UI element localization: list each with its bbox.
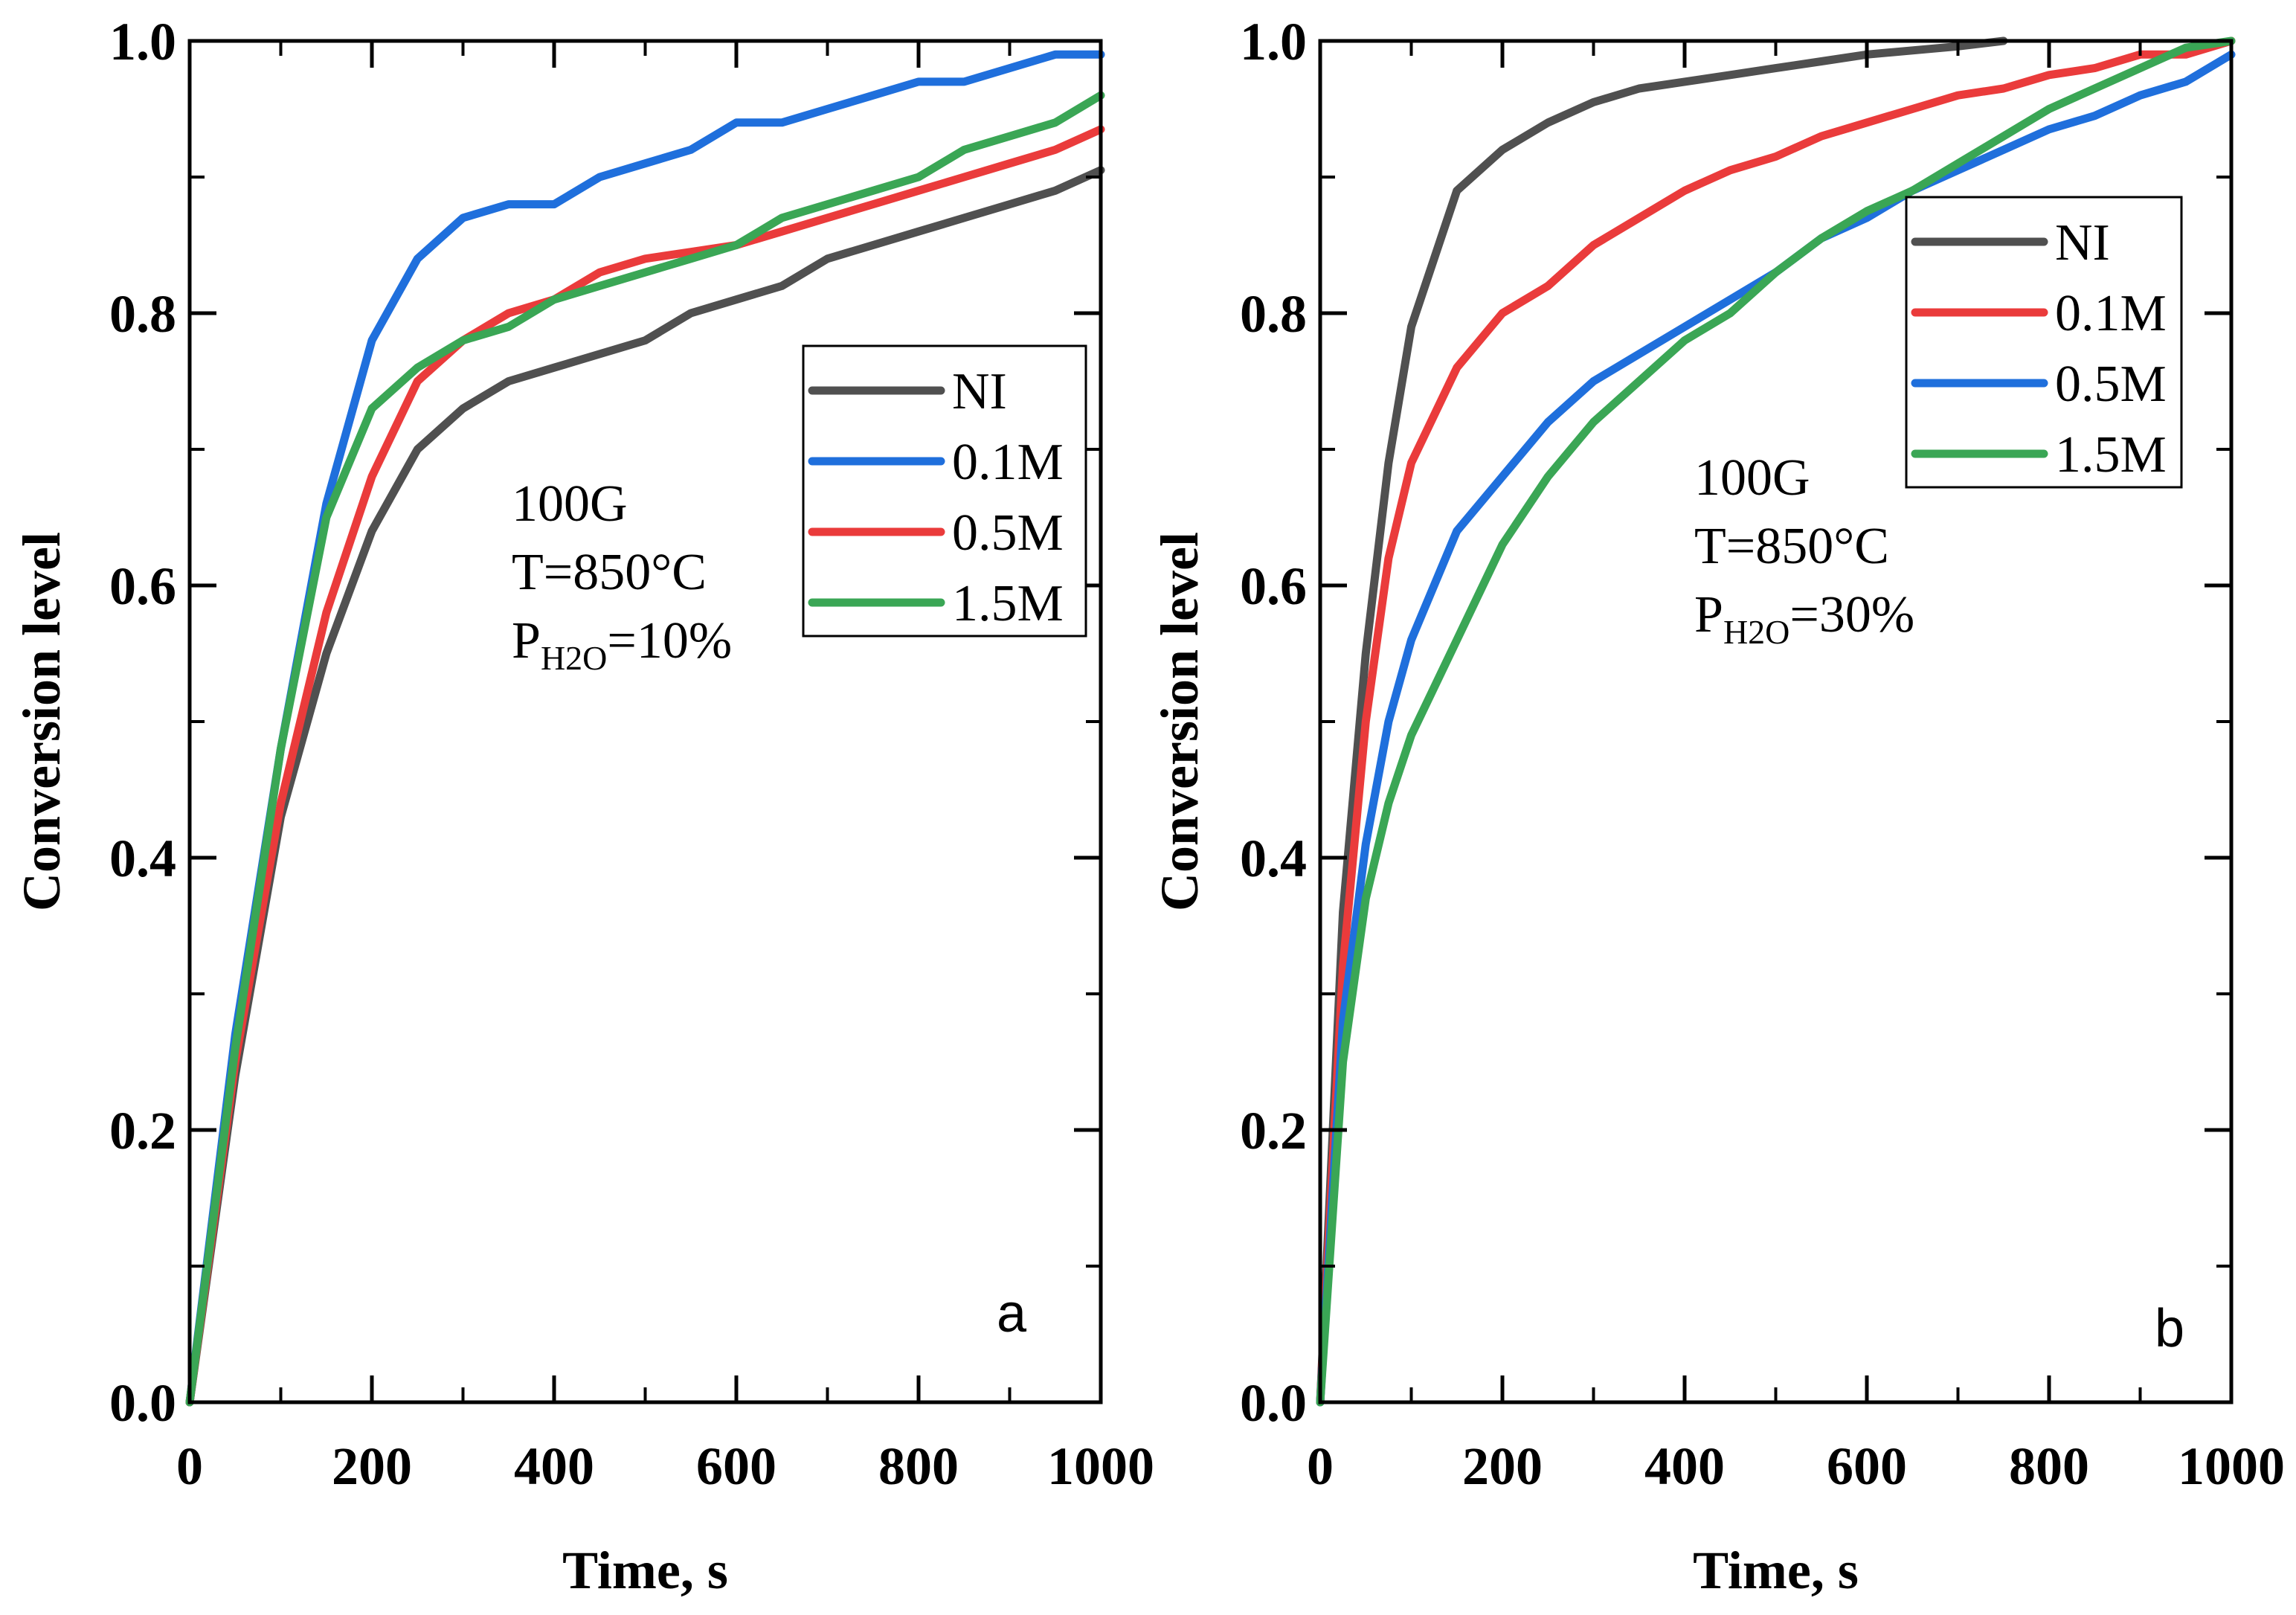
legend-label: 0.5M (952, 504, 1064, 562)
panel-letter: a (997, 1284, 1027, 1343)
y-tick-label: 0.0 (1240, 1373, 1307, 1433)
x-tick-label: 800 (2009, 1436, 2089, 1496)
annotation-temperature: T=850°C (1694, 518, 1889, 575)
y-tick-label: 0.6 (109, 556, 176, 616)
legend: NI 0.1M 0.5M 1.5M (1905, 196, 2183, 489)
y-axis: 0.0 0.2 0.4 0.6 0.8 1.0 (1240, 12, 2231, 1433)
x-tick-label: 200 (1462, 1436, 1543, 1496)
legend: NI 0.1M 0.5M 1.5M (802, 344, 1087, 638)
annotation-pressure-subscript: H2O (541, 639, 607, 677)
x-tick-label: 200 (332, 1436, 412, 1496)
annotation-sample: 100G (512, 475, 628, 533)
legend-item: 0.1M (808, 434, 1064, 491)
y-tick-label: 0.2 (109, 1101, 176, 1160)
series-line-01m (185, 50, 1105, 1407)
x-tick-label: 1000 (1047, 1436, 1154, 1496)
y-tick-label: 1.0 (1240, 12, 1307, 71)
legend-item: 0.5M (1911, 356, 2167, 413)
series-line-15m (1316, 36, 2236, 1407)
y-tick-label: 0.2 (1240, 1101, 1307, 1160)
annotation: 100G T=850°C PH2O=10% (512, 475, 732, 677)
legend-item: NI (1911, 214, 2110, 272)
series-line-ni (185, 166, 1105, 1407)
x-axis-title: Time, s (1693, 1541, 1859, 1600)
legend-label: NI (2055, 214, 2110, 272)
legend-label: 0.1M (952, 434, 1064, 491)
panel-b: 0 200 400 600 800 1000 0.0 0.2 0.4 0.6 0.8 1.0 Time,… (1150, 12, 2285, 1600)
legend-label: 1.5M (952, 575, 1064, 632)
annotation-sample: 100G (1694, 449, 1810, 507)
y-tick-label: 0.4 (109, 829, 176, 888)
legend-label: 1.5M (2055, 426, 2167, 484)
y-tick-label: 0.8 (1240, 284, 1307, 344)
x-tick-label: 800 (878, 1436, 959, 1496)
annotation-pressure-value: =30% (1789, 586, 1914, 643)
panel-a: 0 200 400 600 800 1000 0.0 0.2 0.4 0.6 0.8 1.0 Time,… (12, 12, 1154, 1600)
x-axis: 0 200 400 600 800 1000 (1307, 41, 2285, 1496)
annotation-pressure-subscript: H2O (1723, 613, 1789, 651)
x-axis-title: Time, s (562, 1541, 728, 1600)
x-axis: 0 200 400 600 800 1000 (176, 41, 1154, 1496)
legend-item: 0.1M (1911, 285, 2167, 342)
x-tick-label: 0 (1307, 1436, 1334, 1496)
legend-item: 1.5M (808, 575, 1064, 632)
y-axis: 0.0 0.2 0.4 0.6 0.8 1.0 (109, 12, 1101, 1433)
panel-letter: b (2155, 1299, 2184, 1358)
series-line-15m (185, 91, 1105, 1407)
y-tick-label: 0.8 (109, 284, 176, 344)
series-line-01m (1316, 36, 2236, 1407)
x-tick-label: 0 (176, 1436, 203, 1496)
legend-item: 1.5M (1911, 426, 2167, 484)
y-axis-title: Conversion level (12, 532, 71, 911)
y-axis-title: Conversion level (1150, 532, 1209, 911)
legend-label: 0.5M (2055, 356, 2167, 413)
legend-label: NI (952, 363, 1007, 420)
annotation-pressure-symbol: P (512, 612, 541, 670)
y-tick-label: 1.0 (109, 12, 176, 71)
x-tick-label: 400 (1644, 1436, 1725, 1496)
y-tick-label: 0.0 (109, 1373, 176, 1433)
series-line-05m (1316, 50, 2236, 1407)
series-line-05m (185, 125, 1105, 1407)
series-lines (185, 50, 1105, 1407)
x-tick-label: 400 (514, 1436, 594, 1496)
annotation-pressure: PH2O=10% (512, 612, 732, 677)
series-line-ni (1316, 36, 2008, 1407)
x-tick-label: 1000 (2178, 1436, 2285, 1496)
annotation-pressure: PH2O=30% (1694, 586, 1914, 651)
y-tick-label: 0.6 (1240, 556, 1307, 616)
legend-label: 0.1M (2055, 285, 2167, 342)
x-tick-label: 600 (696, 1436, 776, 1496)
annotation: 100G T=850°C PH2O=30% (1694, 449, 1914, 651)
legend-item: 0.5M (808, 504, 1064, 562)
annotation-pressure-value: =10% (607, 612, 732, 670)
y-tick-label: 0.4 (1240, 829, 1307, 888)
annotation-pressure-symbol: P (1694, 586, 1723, 643)
x-tick-label: 600 (1827, 1436, 1907, 1496)
series-lines (1316, 36, 2236, 1407)
legend-item: NI (808, 363, 1007, 420)
annotation-temperature: T=850°C (512, 544, 707, 601)
